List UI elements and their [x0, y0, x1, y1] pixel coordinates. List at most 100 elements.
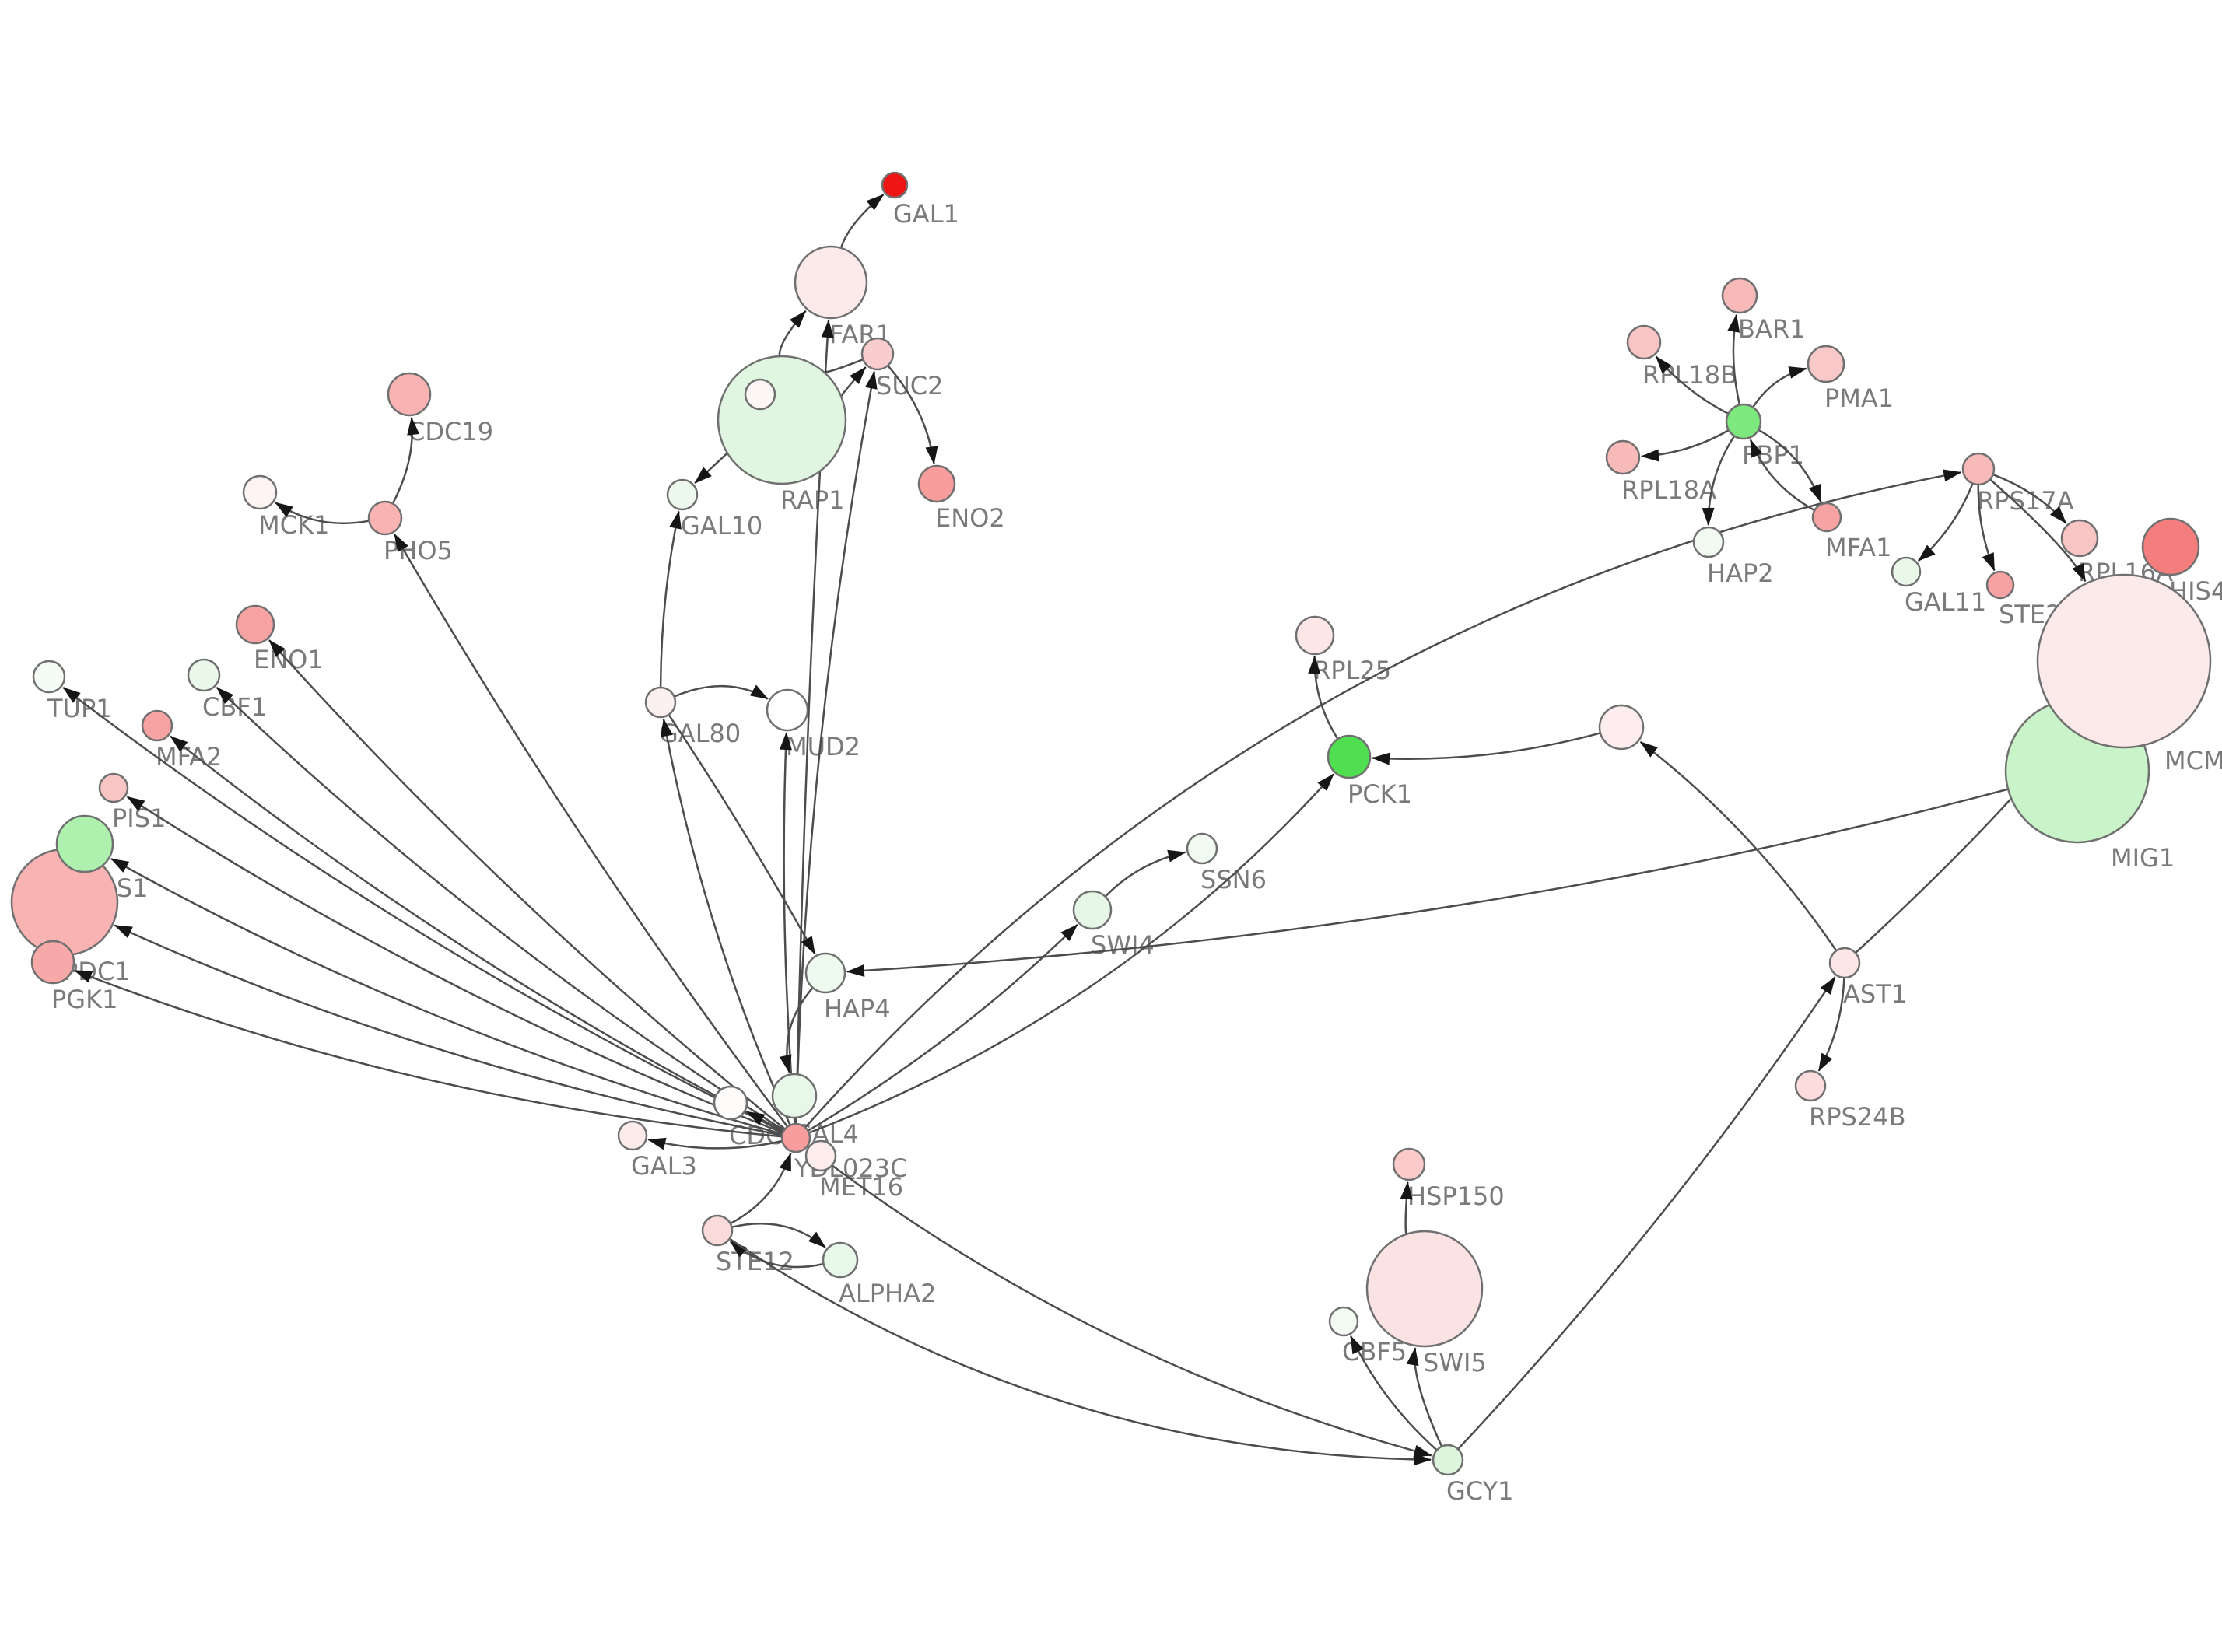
- node-FAR1[interactable]: [794, 245, 868, 320]
- node-SSN6[interactable]: [1186, 832, 1218, 865]
- node-STE12[interactable]: [701, 1214, 734, 1247]
- edge-RAP1-FAR1[interactable]: [778, 310, 807, 357]
- node-GAL11[interactable]: [1891, 556, 1922, 587]
- edge-SUC2-ENO2[interactable]: [887, 365, 938, 465]
- edge-YDL023C-PDC1[interactable]: [114, 924, 783, 1136]
- edge-FBP1-HAP2[interactable]: [1702, 435, 1736, 526]
- node-BAR1[interactable]: [1721, 277, 1758, 314]
- edge-FBP1-RPL18A[interactable]: [1641, 429, 1730, 462]
- edge-STE12-ALPHA2[interactable]: [731, 1223, 826, 1248]
- node-GAL10[interactable]: [666, 478, 699, 511]
- edge-YDL023C-SWI4[interactable]: [807, 924, 1078, 1132]
- edge-HAP4-GAL4[interactable]: [779, 987, 814, 1073]
- node-TUP1[interactable]: [32, 660, 66, 694]
- node-unlabeled[interactable]: [1598, 704, 1645, 751]
- node-CBF5[interactable]: [1328, 1306, 1359, 1337]
- node-ENO1[interactable]: [235, 604, 275, 645]
- edge-YDL023C-MFA2[interactable]: [170, 735, 784, 1132]
- edge-YDL023C-GCY1[interactable]: [806, 1146, 1432, 1458]
- edge-STE12-GCY1[interactable]: [728, 1237, 1432, 1466]
- node-RPS17A[interactable]: [1961, 452, 1996, 486]
- node-SUC2[interactable]: [860, 337, 895, 371]
- node-YDL023C[interactable]: [780, 1122, 811, 1153]
- node-GCY1[interactable]: [1432, 1444, 1464, 1476]
- node-MCM1[interactable]: [2036, 573, 2212, 749]
- edge-RAP1-GAL10[interactable]: [694, 452, 729, 485]
- node-GAL4[interactable]: [771, 1073, 818, 1119]
- node-PHO5[interactable]: [367, 500, 403, 536]
- edge-GCY1-SWI5[interactable]: [1406, 1347, 1443, 1447]
- edge-YDL023C-PHO5[interactable]: [393, 533, 789, 1128]
- edge-YDL023C-CDC6[interactable]: [746, 1111, 784, 1132]
- edge-YDL023C-MUD2[interactable]: [779, 732, 796, 1125]
- edge-RPS17A-GAL11[interactable]: [1917, 483, 1974, 562]
- node-RAS1[interactable]: [55, 814, 114, 873]
- node-CLN3[interactable]: [744, 378, 776, 411]
- node-HAP4[interactable]: [804, 952, 846, 994]
- edge-PCK1-RPL25[interactable]: [1308, 656, 1339, 740]
- edge-AST1-UNNAMED[interactable]: [1639, 740, 1838, 952]
- edge-YDL023C-CBF1[interactable]: [216, 686, 785, 1132]
- node-GAL80[interactable]: [644, 686, 677, 719]
- edge-YDL023C-ENO1[interactable]: [268, 639, 786, 1130]
- edge-YDL023C-PIS1[interactable]: [126, 796, 783, 1134]
- edge-FBP1-RPL18B[interactable]: [1655, 355, 1729, 415]
- edge-FBP1-MFA1[interactable]: [1758, 429, 1822, 503]
- edge-GAL80-GAL10[interactable]: [659, 510, 682, 688]
- edge-YDL023C-PCK1[interactable]: [808, 773, 1334, 1134]
- node-GAL3[interactable]: [617, 1120, 648, 1151]
- edge-SWI5-HSP150[interactable]: [1400, 1181, 1413, 1235]
- edge-YDL023C-GAL80[interactable]: [661, 718, 791, 1126]
- node-PCK1[interactable]: [1327, 734, 1372, 779]
- node-MUD2[interactable]: [766, 688, 809, 732]
- edge-FBP1-PMA1[interactable]: [1752, 366, 1807, 408]
- edge-YDL023C-PGK1[interactable]: [74, 969, 783, 1138]
- node-RPL18B[interactable]: [1626, 324, 1662, 360]
- node-MFA1[interactable]: [1811, 502, 1842, 533]
- node-HIS4[interactable]: [2141, 517, 2200, 576]
- node-ALPHA2[interactable]: [822, 1241, 859, 1279]
- node-CDC19[interactable]: [387, 372, 432, 417]
- edge-YDL023C-RPS17A[interactable]: [804, 469, 1962, 1129]
- edge-RPS17A-STE2[interactable]: [1977, 484, 1996, 572]
- edge-GCY1-CBF5[interactable]: [1349, 1335, 1438, 1451]
- node-SWI5[interactable]: [1365, 1230, 1484, 1348]
- node-CBF1[interactable]: [187, 658, 221, 692]
- edge-YDL023C-TUP1[interactable]: [62, 687, 784, 1133]
- edge-UNNAMED-PCK1[interactable]: [1372, 732, 1601, 765]
- node-RPL16A[interactable]: [2060, 519, 2099, 558]
- node-GAL1[interactable]: [881, 171, 909, 199]
- node-RPS24B[interactable]: [1794, 1069, 1827, 1102]
- node-SWI4[interactable]: [1072, 890, 1113, 930]
- edge-STE12-YDL023C[interactable]: [730, 1152, 792, 1225]
- node-MFA2[interactable]: [141, 709, 173, 742]
- node-MCK1[interactable]: [242, 474, 278, 510]
- edge-FAR1-GAL1[interactable]: [839, 194, 885, 249]
- edge-YDL023C-RAS1[interactable]: [110, 858, 783, 1136]
- node-RAP1[interactable]: [717, 355, 847, 485]
- node-PGK1[interactable]: [30, 940, 75, 985]
- edge-FBP1-BAR1[interactable]: [1727, 313, 1741, 405]
- edge-MIG1-HAP4[interactable]: [846, 788, 2009, 977]
- edge-PHO5-MCK1[interactable]: [275, 502, 370, 524]
- node-MET16[interactable]: [804, 1139, 837, 1172]
- edge-MFA1-FBP1[interactable]: [1749, 439, 1815, 512]
- edge-RPS17A-MCM1[interactable]: [1989, 478, 2087, 583]
- edge-SWI4-SSN6[interactable]: [1104, 849, 1186, 898]
- edge-GAL80-MUD2[interactable]: [674, 684, 769, 700]
- node-RPL18A[interactable]: [1605, 439, 1641, 475]
- node-ENO2[interactable]: [917, 464, 956, 503]
- node-CDC6[interactable]: [713, 1085, 748, 1121]
- edge-SUC2-RAP1[interactable]: [810, 359, 864, 388]
- edge-YDL023C-GAL3[interactable]: [647, 1137, 783, 1150]
- node-FBP1[interactable]: [1725, 403, 1762, 440]
- edge-PHO5-CDC19[interactable]: [391, 416, 420, 504]
- edge-GAL80-HAP4[interactable]: [668, 714, 816, 955]
- node-HAP2[interactable]: [1692, 526, 1725, 558]
- edge-ALPHA2-STE12[interactable]: [729, 1241, 824, 1269]
- edge-RPS17A-RPL16A[interactable]: [1992, 473, 2067, 524]
- node-PIS1[interactable]: [98, 772, 129, 803]
- node-HSP150[interactable]: [1392, 1147, 1426, 1181]
- node-AST1[interactable]: [1828, 947, 1861, 979]
- edge-RAP1-SUC2[interactable]: [839, 366, 867, 398]
